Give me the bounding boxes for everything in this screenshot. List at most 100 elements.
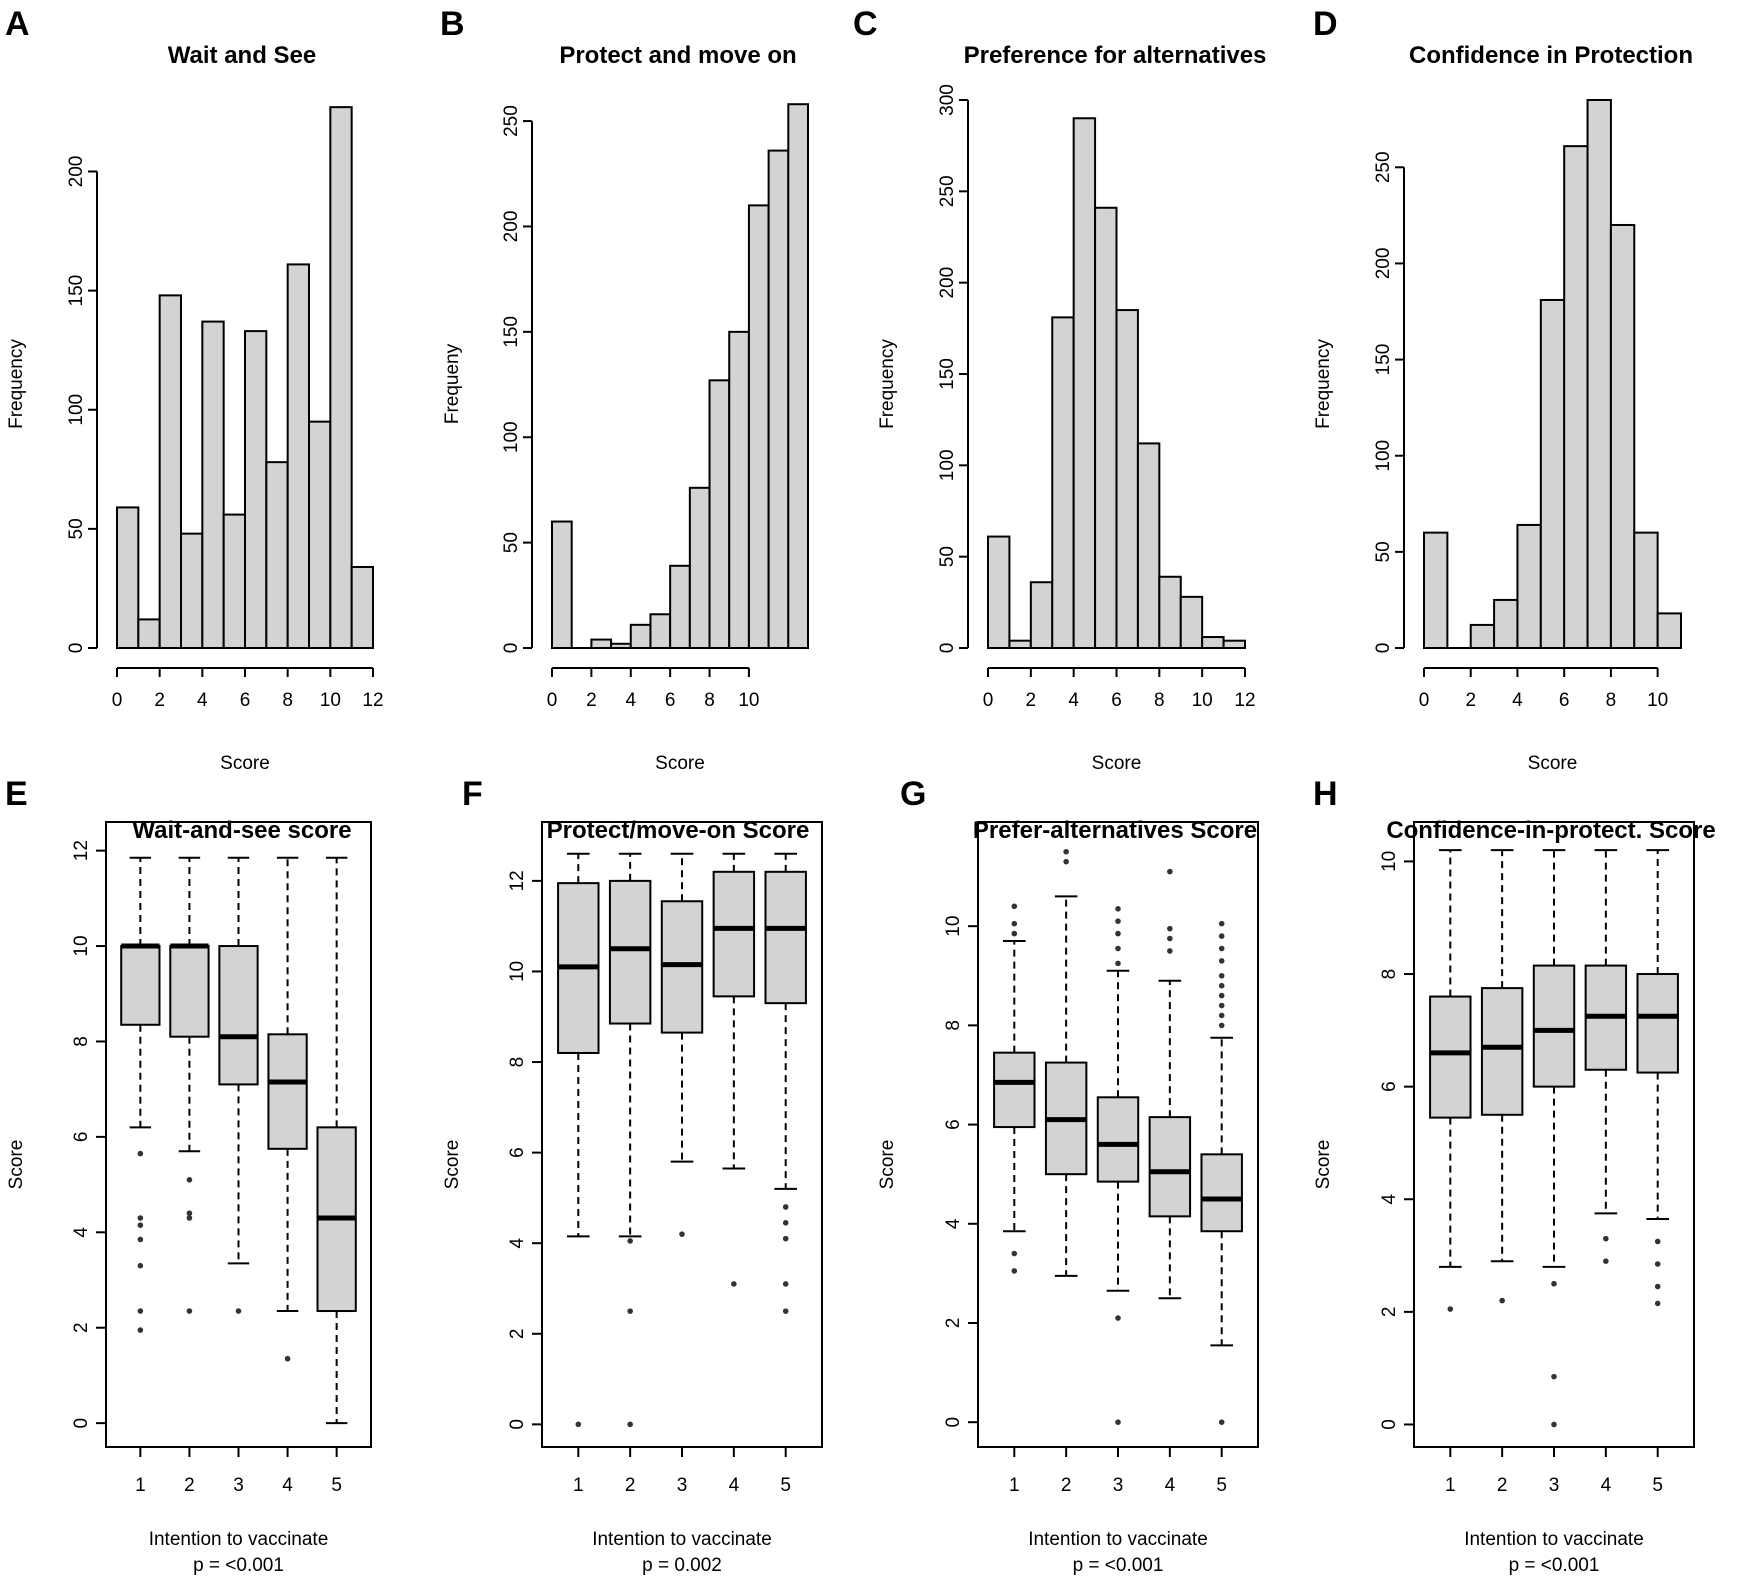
- panel-letter: H: [1313, 775, 1338, 813]
- y-tick-label: 8: [507, 1057, 528, 1068]
- outlier-point: [1218, 958, 1225, 964]
- outlier-point: [1218, 972, 1225, 979]
- box-5: [316, 856, 357, 1425]
- chart-title: Protect and move on: [559, 42, 796, 69]
- outlier-point: [782, 1308, 789, 1314]
- bar: [747, 204, 770, 649]
- box-iqr: [712, 870, 756, 998]
- outlier-point: [627, 1421, 633, 1428]
- box-iqr: [120, 945, 161, 1026]
- x-tick-label: 10: [1192, 690, 1213, 711]
- x-tick-label: 2: [1026, 690, 1037, 711]
- y-tick-label: 50: [1373, 541, 1394, 562]
- bar: [1008, 639, 1032, 650]
- bar: [244, 330, 268, 649]
- p-value-label: p = <0.001: [1073, 1555, 1164, 1576]
- outlier-point: [1115, 960, 1121, 967]
- outlier-point: [1551, 1280, 1557, 1287]
- outlier-point: [782, 1220, 789, 1226]
- outlier-point: [1218, 945, 1225, 952]
- bar: [688, 486, 711, 650]
- bar: [590, 638, 613, 649]
- outlier-point: [1218, 1002, 1225, 1009]
- box-1: [993, 903, 1036, 1274]
- bar: [610, 642, 632, 649]
- outlier-point: [575, 1421, 582, 1428]
- outlier-point: [1218, 933, 1225, 939]
- x-tick-label: 8: [1154, 690, 1165, 711]
- box-iqr: [1480, 987, 1524, 1116]
- y-tick-label: 100: [1373, 440, 1394, 472]
- x-tick-label: 5: [1652, 1475, 1663, 1496]
- bar: [1136, 442, 1161, 649]
- x-tick-label: 4: [1512, 690, 1523, 711]
- outlier-point: [1011, 930, 1018, 937]
- y-tick-label: 100: [937, 449, 958, 481]
- x-tick-label: 8: [1606, 690, 1617, 711]
- x-tick-label: 3: [1113, 1475, 1124, 1496]
- x-tick-label: 2: [154, 690, 165, 711]
- x-tick-label: 5: [1216, 1475, 1227, 1496]
- y-tick-label: 150: [501, 316, 522, 348]
- box-4: [712, 852, 756, 1287]
- outlier-point: [1115, 945, 1121, 952]
- outlier-point: [1603, 1258, 1609, 1264]
- x-axis-label: Score: [220, 753, 270, 774]
- x-tick-label: 3: [1549, 1475, 1560, 1496]
- y-tick-label: 2: [507, 1328, 528, 1339]
- box-iqr: [1200, 1153, 1243, 1233]
- y-tick-label: 200: [937, 267, 958, 299]
- panel-letter: F: [462, 775, 483, 813]
- bar: [1179, 595, 1204, 649]
- x-tick-label: 4: [1068, 690, 1079, 711]
- box-iqr: [1636, 973, 1679, 1074]
- bar: [1633, 531, 1659, 650]
- x-tick-label: 2: [1061, 1475, 1072, 1496]
- bar: [787, 103, 809, 649]
- box-iqr: [218, 945, 259, 1086]
- x-axis-label: Score: [1528, 753, 1578, 774]
- x-tick-label: 6: [1559, 690, 1570, 711]
- bar: [1609, 223, 1636, 649]
- box-iqr: [169, 945, 210, 1038]
- box-iqr: [1532, 964, 1576, 1088]
- y-tick-label: 10: [1379, 851, 1400, 872]
- bar: [551, 520, 573, 649]
- x-tick-label: 4: [625, 690, 636, 711]
- y-tick-label: 0: [507, 1419, 528, 1430]
- y-tick-label: 200: [501, 211, 522, 243]
- bar: [728, 330, 750, 649]
- y-tick-label: 250: [1373, 151, 1394, 183]
- box-iqr: [1148, 1116, 1192, 1218]
- bar: [1051, 316, 1075, 649]
- x-axis-label: Intention to vaccinate: [1028, 1529, 1208, 1550]
- x-tick-label: 1: [135, 1475, 146, 1496]
- outlier-point: [1011, 903, 1018, 910]
- y-tick-label: 12: [71, 840, 92, 861]
- outlier-point: [137, 1222, 144, 1228]
- x-tick-label: 4: [282, 1475, 293, 1496]
- y-tick-label: 4: [507, 1237, 528, 1248]
- y-axis-label: Score: [6, 1140, 27, 1190]
- outlier-point: [782, 1235, 789, 1242]
- outlier-point: [1063, 858, 1069, 865]
- panel-letter: E: [5, 775, 28, 813]
- outlier-point: [1167, 925, 1173, 932]
- box-iqr: [993, 1051, 1036, 1129]
- y-axis-label: Score: [1313, 1140, 1334, 1190]
- panel-letter: C: [853, 5, 878, 43]
- chart-title: Wait and See: [168, 42, 316, 69]
- box-1: [120, 856, 161, 1333]
- y-tick-label: 0: [501, 643, 522, 654]
- y-axis-label: Score: [442, 1140, 463, 1190]
- outlier-point: [1011, 1250, 1018, 1257]
- x-tick-label: 3: [233, 1475, 244, 1496]
- x-tick-label: 12: [362, 690, 383, 711]
- y-tick-label: 250: [501, 105, 522, 137]
- outlier-point: [1218, 982, 1225, 989]
- y-tick-label: 12: [507, 870, 528, 891]
